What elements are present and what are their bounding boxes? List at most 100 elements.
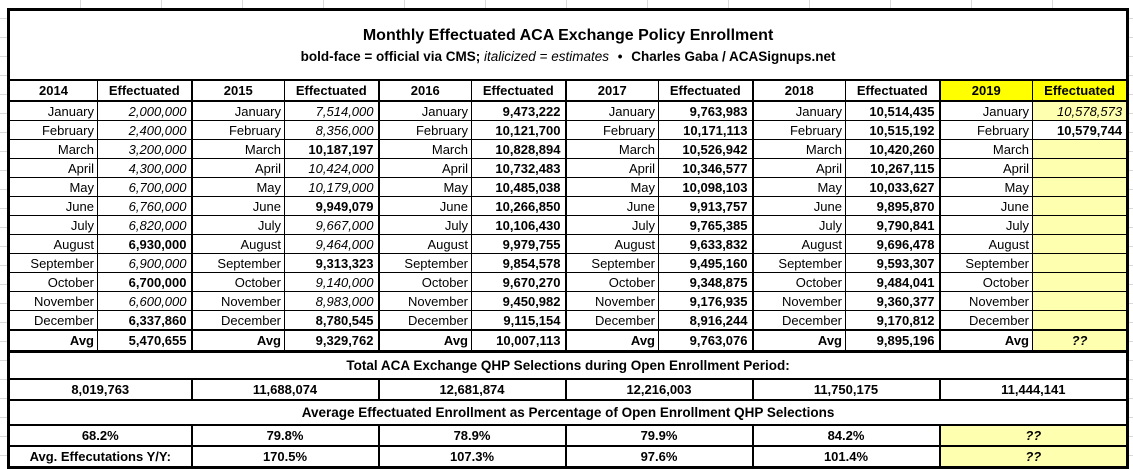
avg-label-2019: Avg: [938, 329, 1033, 353]
value-cell-2016-august: 9,979,755: [471, 234, 567, 254]
month-cell-2017-may: May: [564, 177, 659, 197]
page-subtitle: bold-face = official via CMS; italicized…: [14, 47, 1122, 66]
month-cell-2019-june: June: [938, 196, 1033, 216]
subtitle-bullet: •: [617, 48, 623, 64]
month-cell-2014-january: January: [7, 100, 98, 121]
value-cell-2017-march: 10,526,942: [658, 139, 754, 159]
value-cell-2014-may: 6,700,000: [97, 177, 193, 197]
value-cell-2018-february: 10,515,192: [845, 120, 941, 140]
value-cell-2017-november: 9,176,935: [658, 291, 754, 311]
value-cell-2016-april: 10,732,483: [471, 158, 567, 178]
month-cell-2016-august: August: [377, 234, 472, 254]
effectuated-header-2018: Effectuated: [845, 79, 941, 102]
effectuated-header-2019: Effectuated: [1031, 79, 1129, 102]
value-cell-2016-october: 9,670,270: [471, 272, 567, 292]
value-cell-2018-november: 9,360,377: [845, 291, 941, 311]
month-row-january: January 2,000,000 January 7,514,000 January 9…: [7, 100, 1129, 121]
pct-section-label: Average Effectuated Enrollment as Percen…: [7, 399, 1129, 426]
value-cell-2014-february: 2,400,000: [97, 120, 193, 140]
month-cell-2016-october: October: [377, 272, 472, 292]
avg-value-2019: ??: [1031, 329, 1129, 353]
month-cell-2019-august: August: [938, 234, 1033, 254]
yoy-value-2017: 97.6%: [564, 445, 754, 469]
month-cell-2019-april: April: [938, 158, 1033, 178]
value-cell-2019-april: [1031, 158, 1129, 178]
month-cell-2015-november: November: [190, 291, 285, 311]
effectuated-header-2017: Effectuated: [658, 79, 754, 102]
qhp-values-row: 8,019,763 11,688,074 12,681,874 12,216,003 1…: [7, 378, 1129, 401]
qhp-total-2015: 11,688,074: [190, 378, 380, 401]
month-cell-2015-july: July: [190, 215, 285, 235]
month-cell-2019-february: February: [938, 120, 1033, 140]
month-cell-2018-november: November: [751, 291, 846, 311]
value-cell-2016-march: 10,828,894: [471, 139, 567, 159]
month-cell-2016-november: November: [377, 291, 472, 311]
month-cell-2018-september: September: [751, 253, 846, 273]
value-cell-2017-may: 10,098,103: [658, 177, 754, 197]
yoy-values-row: Avg. Effecutations Y/Y: 170.5% 107.3% 97.6%…: [7, 445, 1129, 469]
month-cell-2019-october: October: [938, 272, 1033, 292]
month-cell-2017-september: September: [564, 253, 659, 273]
month-cell-2014-july: July: [7, 215, 98, 235]
month-cell-2014-september: September: [7, 253, 98, 273]
value-cell-2017-september: 9,495,160: [658, 253, 754, 273]
value-cell-2016-june: 10,266,850: [471, 196, 567, 216]
month-row-august: August 6,930,000 August 9,464,000 August 9,97…: [7, 234, 1129, 254]
value-cell-2019-december: [1031, 310, 1129, 331]
value-cell-2017-january: 9,763,983: [658, 100, 754, 121]
qhp-total-2018: 11,750,175: [751, 378, 941, 401]
month-cell-2017-march: March: [564, 139, 659, 159]
value-cell-2018-january: 10,514,435: [845, 100, 941, 121]
value-cell-2014-august: 6,930,000: [97, 234, 193, 254]
value-cell-2019-may: [1031, 177, 1129, 197]
value-cell-2014-march: 3,200,000: [97, 139, 193, 159]
month-cell-2014-may: May: [7, 177, 98, 197]
value-cell-2018-april: 10,267,115: [845, 158, 941, 178]
value-cell-2018-may: 10,033,627: [845, 177, 941, 197]
pct-value-2017: 79.9%: [564, 424, 754, 447]
month-cell-2014-march: March: [7, 139, 98, 159]
title-block: Monthly Effectuated ACA Exchange Policy …: [7, 8, 1129, 81]
yoy-value-2015: 170.5%: [190, 445, 380, 469]
month-cell-2019-may: May: [938, 177, 1033, 197]
month-cell-2016-may: May: [377, 177, 472, 197]
value-cell-2019-august: [1031, 234, 1129, 254]
month-cell-2018-may: May: [751, 177, 846, 197]
month-cell-2015-january: January: [190, 100, 285, 121]
avg-label-2016: Avg: [377, 329, 472, 353]
value-cell-2015-july: 9,667,000: [284, 215, 380, 235]
month-cell-2018-december: December: [751, 310, 846, 331]
month-cell-2015-may: May: [190, 177, 285, 197]
month-cell-2015-august: August: [190, 234, 285, 254]
avg-value-2016: 10,007,113: [471, 329, 567, 353]
yoy-value-2018: 101.4%: [751, 445, 941, 469]
month-cell-2019-november: November: [938, 291, 1033, 311]
value-cell-2014-october: 6,700,000: [97, 272, 193, 292]
value-cell-2016-july: 10,106,430: [471, 215, 567, 235]
value-cell-2019-january: 10,578,573: [1031, 100, 1129, 121]
value-cell-2015-october: 9,140,000: [284, 272, 380, 292]
value-cell-2015-june: 9,949,079: [284, 196, 380, 216]
yoy-value-2016: 107.3%: [377, 445, 567, 469]
month-cell-2017-december: December: [564, 310, 659, 331]
value-cell-2014-september: 6,900,000: [97, 253, 193, 273]
month-cell-2015-april: April: [190, 158, 285, 178]
effectuated-header-2016: Effectuated: [471, 79, 567, 102]
value-cell-2016-december: 9,115,154: [471, 310, 567, 331]
month-cell-2016-april: April: [377, 158, 472, 178]
month-row-december: December 6,337,860 December 8,780,545 Decemb…: [7, 310, 1129, 331]
value-cell-2019-september: [1031, 253, 1129, 273]
value-cell-2014-june: 6,760,000: [97, 196, 193, 216]
month-cell-2016-february: February: [377, 120, 472, 140]
month-row-february: February 2,400,000 February 8,356,000 Februa…: [7, 120, 1129, 140]
month-cell-2017-october: October: [564, 272, 659, 292]
month-cell-2018-june: June: [751, 196, 846, 216]
avg-value-2014: 5,470,655: [97, 329, 193, 353]
month-cell-2016-january: January: [377, 100, 472, 121]
effectuated-header-2014: Effectuated: [97, 79, 193, 102]
month-cell-2018-april: April: [751, 158, 846, 178]
value-cell-2018-march: 10,420,260: [845, 139, 941, 159]
month-cell-2018-february: February: [751, 120, 846, 140]
value-cell-2019-june: [1031, 196, 1129, 216]
month-row-september: September 6,900,000 September 9,313,323 Sept…: [7, 253, 1129, 273]
